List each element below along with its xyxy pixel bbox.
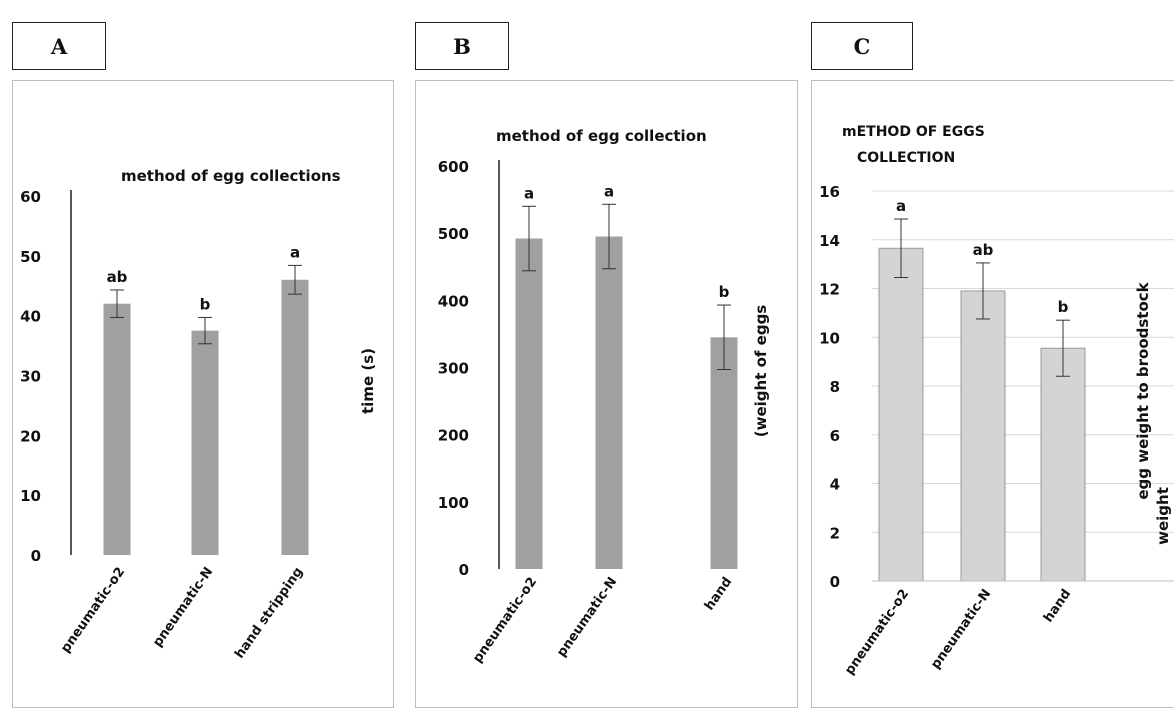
chart-b: 0 100 200 300 400 500 600 a pneumatic-o2 a pneumat… [438,127,770,666]
significance-letter: a [896,197,906,215]
significance-letter: b [719,283,730,301]
y-tick-label: 8 [830,378,840,396]
y-axis-label: weight [1154,487,1172,545]
y-tick-label: 100 [438,494,469,512]
y-tick-label: 0 [459,561,469,579]
chart-b-frame: 0 100 200 300 400 500 600 a pneumatic-o2 a pneumat… [415,80,798,708]
significance-letter: b [200,295,211,313]
significance-letter: a [290,243,300,261]
panel-label-a: A [12,22,106,70]
y-tick-label: 10 [20,487,41,505]
y-tick-label: 16 [819,183,840,201]
significance-letter: ab [973,241,994,259]
y-tick-label: 300 [438,360,469,378]
y-tick-label: 40 [20,308,41,326]
y-tick-label: 14 [819,232,840,250]
significance-letter: a [604,182,614,200]
y-tick-label: 12 [819,281,840,299]
y-tick-label: 30 [20,368,41,386]
y-tick-label: 0 [830,573,840,591]
y-tick-label: 4 [830,476,840,494]
y-tick-label: 0 [31,547,41,565]
y-axis-label: time (s) [359,348,377,414]
y-tick-label: 50 [20,248,41,266]
y-tick-label: 20 [20,427,41,445]
x-tick-label: pneumatic-o2 [58,565,128,656]
x-tick-label: pneumatic-o2 [470,575,540,666]
bar [281,279,309,555]
x-tick-label: hand stripping [232,565,306,662]
chart-c-frame: 0 2 4 6 8 10 12 14 16 a pneumatic-o2 ab pneumatic-N b… [811,80,1174,708]
bar [191,330,219,555]
bar [515,238,543,570]
y-axis-label: (weight of eggs [752,305,770,438]
bar [103,303,131,555]
chart-title: method of egg collections [121,167,341,185]
chart-c: 0 2 4 6 8 10 12 14 16 a pneumatic-o2 ab pneumatic-N b… [819,124,1174,678]
significance-letter: ab [107,268,128,286]
significance-letter: a [524,184,534,202]
chart-a-frame: 0 10 20 30 40 50 60 ab pneumatic-o2 b pneumatic-N a… [12,80,394,708]
bar [960,290,1006,582]
y-tick-label: 500 [438,225,469,243]
chart-title: method of egg collection [496,127,707,145]
y-tick-label: 60 [20,188,41,206]
y-tick-label: 2 [830,524,840,542]
x-tick-label: hand [702,575,735,614]
panel-label-b: B [415,22,509,70]
y-tick-label: 400 [438,292,469,310]
bar [1040,347,1086,582]
y-tick-label: 200 [438,427,469,445]
panel-label-c: C [811,22,913,70]
x-tick-label: pneumatic-N [928,587,994,672]
bar [710,337,738,569]
significance-letter: b [1058,298,1069,316]
chart-title: COLLECTION [857,150,955,166]
x-tick-label: hand [1041,587,1074,626]
y-tick-label: 10 [819,329,840,347]
x-tick-label: pneumatic-N [554,575,620,660]
x-tick-label: pneumatic-o2 [842,587,912,678]
y-axis-label: egg weight to broodstock [1134,281,1152,499]
chart-a: 0 10 20 30 40 50 60 ab pneumatic-o2 b pneumatic-N a… [20,167,377,662]
x-tick-label: pneumatic-N [150,565,216,650]
y-tick-label: 6 [830,427,840,445]
bar [595,236,623,569]
chart-title: mETHOD OF EGGS [842,124,985,140]
y-tick-label: 600 [438,158,469,176]
bar [878,247,924,582]
